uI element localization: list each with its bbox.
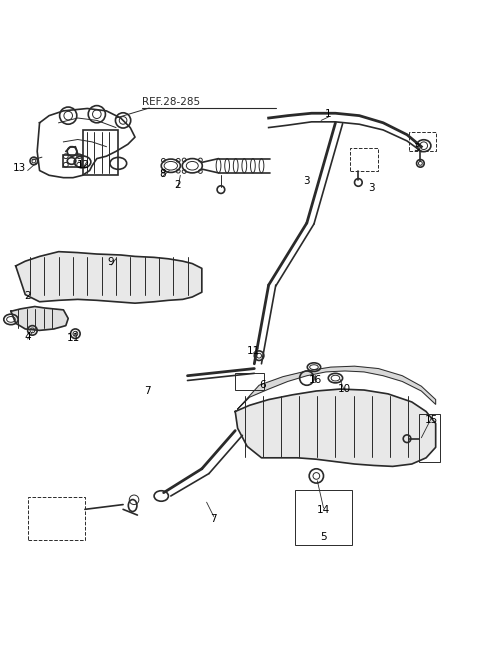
Text: 11: 11: [247, 346, 260, 356]
Polygon shape: [235, 389, 436, 466]
Text: 3: 3: [413, 142, 420, 153]
Text: 4: 4: [24, 331, 31, 342]
Bar: [409, 133, 436, 152]
Text: 14: 14: [317, 505, 330, 516]
Bar: [235, 373, 264, 390]
Text: 16: 16: [309, 375, 322, 384]
Text: 3: 3: [368, 183, 374, 193]
Text: 9: 9: [108, 257, 114, 267]
Text: 7: 7: [144, 386, 151, 396]
Bar: [295, 490, 352, 545]
Text: 3: 3: [303, 176, 310, 186]
Text: 12: 12: [77, 160, 90, 170]
Bar: [350, 148, 378, 171]
Text: 10: 10: [337, 384, 350, 394]
Text: 11: 11: [67, 333, 81, 344]
Text: 8: 8: [159, 169, 166, 179]
Text: 5: 5: [320, 532, 327, 542]
Text: 2: 2: [24, 291, 31, 300]
Text: 13: 13: [13, 163, 26, 173]
Polygon shape: [11, 306, 68, 331]
Bar: [63, 155, 82, 167]
Polygon shape: [238, 366, 436, 409]
Text: 15: 15: [425, 415, 438, 424]
Text: 1: 1: [325, 109, 332, 119]
Bar: [419, 414, 441, 462]
Text: 2: 2: [175, 180, 181, 190]
Polygon shape: [16, 252, 202, 303]
Text: 6: 6: [260, 380, 266, 390]
Bar: [28, 497, 85, 541]
Text: 7: 7: [210, 514, 217, 524]
Bar: [83, 130, 118, 175]
Text: REF.28-285: REF.28-285: [142, 97, 200, 107]
